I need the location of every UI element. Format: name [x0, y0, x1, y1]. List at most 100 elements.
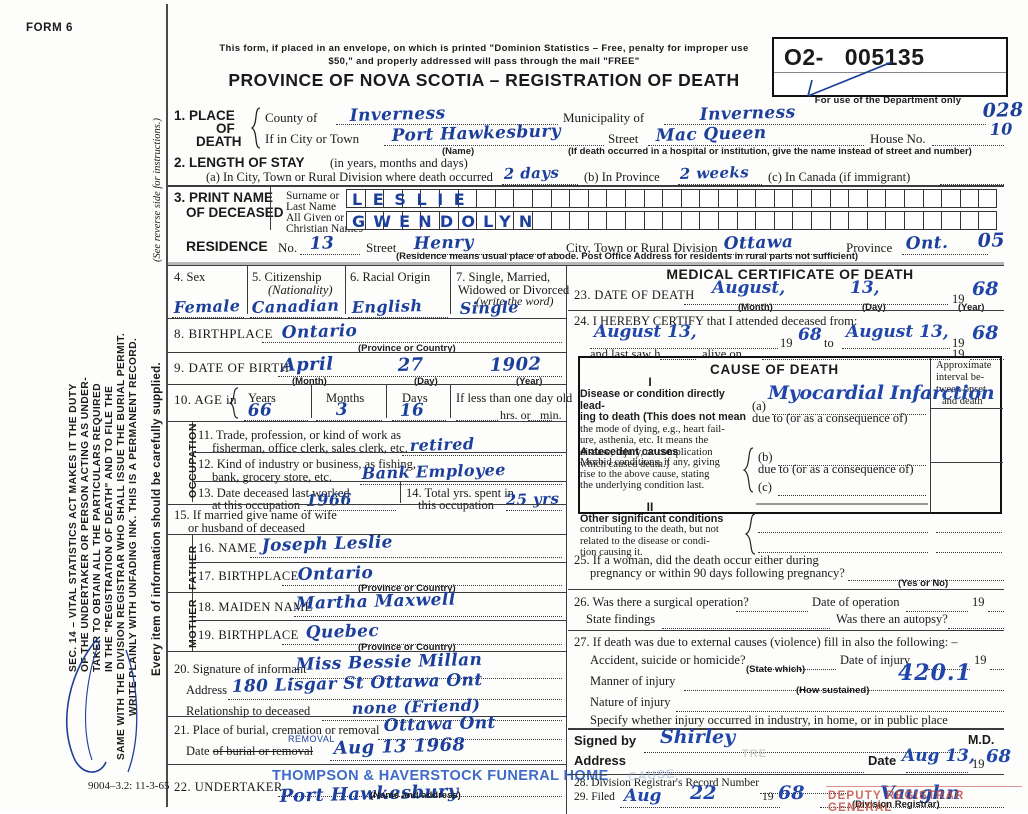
other-conditions-line2	[758, 540, 928, 553]
letter-cell[interactable]	[682, 212, 701, 229]
letter-cell[interactable]	[831, 212, 850, 229]
section11-label-line2: fisherman, office clerk, sales clerk, et…	[212, 441, 408, 455]
letter-cell[interactable]	[384, 190, 403, 207]
letter-cell[interactable]	[552, 190, 571, 207]
registration-number-box: O2- 005135	[772, 37, 1008, 97]
letter-cell[interactable]	[645, 212, 664, 229]
letter-cell[interactable]	[514, 212, 533, 229]
letter-cell[interactable]	[905, 212, 924, 229]
antecedent-line2: rise to the above cause, stating	[580, 468, 710, 480]
letter-cell[interactable]	[347, 190, 366, 207]
letter-cell[interactable]	[775, 212, 794, 229]
letter-cell[interactable]	[421, 190, 440, 207]
letter-cell[interactable]	[366, 190, 385, 207]
letter-cell[interactable]	[496, 190, 515, 207]
part1-desc-line2: ing to death (This does not mean	[580, 411, 746, 424]
letter-cell[interactable]	[384, 212, 403, 229]
letter-cell[interactable]	[738, 190, 757, 207]
letter-cell[interactable]	[589, 212, 608, 229]
section23-line	[684, 292, 948, 305]
letter-cell[interactable]	[868, 190, 887, 207]
section23-year-note: (Year)	[958, 302, 985, 313]
letter-cell[interactable]	[812, 190, 831, 207]
letter-cell[interactable]	[570, 212, 589, 229]
letter-cell[interactable]	[570, 190, 589, 207]
part1-desc-line4: ure, asthenia, etc. It means the	[580, 435, 709, 447]
antecedent-title: Antecedent causes	[580, 446, 679, 458]
given-names-letter-grid	[346, 211, 997, 230]
letter-cell[interactable]	[589, 190, 608, 207]
letter-cell[interactable]	[738, 212, 757, 229]
letter-cell[interactable]	[849, 212, 868, 229]
letter-cell[interactable]	[756, 190, 775, 207]
letter-cell[interactable]	[849, 190, 868, 207]
letter-cell[interactable]	[533, 212, 552, 229]
letter-cell[interactable]	[886, 190, 905, 207]
letter-cell[interactable]	[700, 212, 719, 229]
side-notice-reverse-note: (See reverse side for instructions.)	[152, 118, 163, 262]
letter-cell[interactable]	[421, 212, 440, 229]
letter-cell[interactable]	[440, 212, 459, 229]
letter-cell[interactable]	[961, 212, 980, 229]
letter-cell[interactable]	[942, 190, 961, 207]
letter-cell[interactable]	[942, 212, 961, 229]
letter-cell[interactable]	[552, 212, 571, 229]
section19-note: (Province or Country)	[358, 642, 456, 653]
section6-label: 6. Racial Origin	[350, 270, 431, 284]
section20-signature-line	[292, 666, 562, 679]
section27-injury-date-label: Date of injury	[840, 653, 911, 667]
letter-cell[interactable]	[533, 190, 552, 207]
section23-year: 68	[972, 278, 999, 300]
letter-cell[interactable]	[793, 212, 812, 229]
letter-cell[interactable]	[440, 190, 459, 207]
part1-description: Disease or condition directly lead- ing …	[580, 388, 746, 470]
letter-cell[interactable]	[663, 212, 682, 229]
letter-cell[interactable]	[663, 190, 682, 207]
letter-cell[interactable]	[700, 190, 719, 207]
letter-cell[interactable]	[979, 212, 998, 229]
md-label: M.D.	[968, 733, 995, 747]
letter-cell[interactable]	[812, 212, 831, 229]
letter-cell[interactable]	[886, 212, 905, 229]
letter-cell[interactable]	[924, 190, 943, 207]
letter-cell[interactable]	[626, 212, 645, 229]
letter-cell[interactable]	[347, 212, 366, 229]
letter-cell[interactable]	[626, 190, 645, 207]
letter-cell[interactable]	[607, 190, 626, 207]
letter-cell[interactable]	[459, 190, 478, 207]
letter-cell[interactable]	[979, 190, 998, 207]
surname-label-line2: Last Name	[286, 201, 337, 213]
cause-b-dueto: due to (or as a consequence of)	[758, 462, 914, 476]
letter-cell[interactable]	[831, 190, 850, 207]
letter-cell[interactable]	[924, 212, 943, 229]
letter-cell[interactable]	[403, 212, 422, 229]
section9-line	[278, 364, 562, 377]
letter-cell[interactable]	[514, 190, 533, 207]
section9-label: 9. DATE OF BIRTH	[174, 360, 290, 375]
letter-cell[interactable]	[775, 190, 794, 207]
letter-cell[interactable]	[719, 212, 738, 229]
letter-cell[interactable]	[477, 212, 496, 229]
section5-label: 5. Citizenship	[252, 270, 322, 284]
letter-cell[interactable]	[905, 190, 924, 207]
other-line1: contributing to the death, but not	[580, 524, 719, 535]
letter-cell[interactable]	[496, 212, 515, 229]
letter-cell[interactable]	[645, 190, 664, 207]
side-notice-line7: Every item of information should be care…	[150, 362, 163, 676]
letter-cell[interactable]	[477, 190, 496, 207]
letter-cell[interactable]	[366, 212, 385, 229]
side-notice-line6: WRITE PLAINLY WITH UNFADING INK. THIS IS…	[128, 337, 139, 716]
letter-cell[interactable]	[607, 212, 626, 229]
other-conditions-line1	[758, 520, 928, 533]
letter-cell[interactable]	[682, 190, 701, 207]
letter-cell[interactable]	[459, 212, 478, 229]
section2-label-note: (in years, months and days)	[330, 156, 468, 170]
letter-cell[interactable]	[868, 212, 887, 229]
section24-from-line	[590, 336, 778, 349]
letter-cell[interactable]	[403, 190, 422, 207]
letter-cell[interactable]	[793, 190, 812, 207]
letter-cell[interactable]	[756, 212, 775, 229]
city-or-town-label: If in City or Town	[265, 131, 360, 146]
letter-cell[interactable]	[961, 190, 980, 207]
letter-cell[interactable]	[719, 190, 738, 207]
